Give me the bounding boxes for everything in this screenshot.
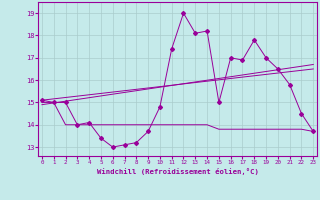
X-axis label: Windchill (Refroidissement éolien,°C): Windchill (Refroidissement éolien,°C) (97, 168, 259, 175)
